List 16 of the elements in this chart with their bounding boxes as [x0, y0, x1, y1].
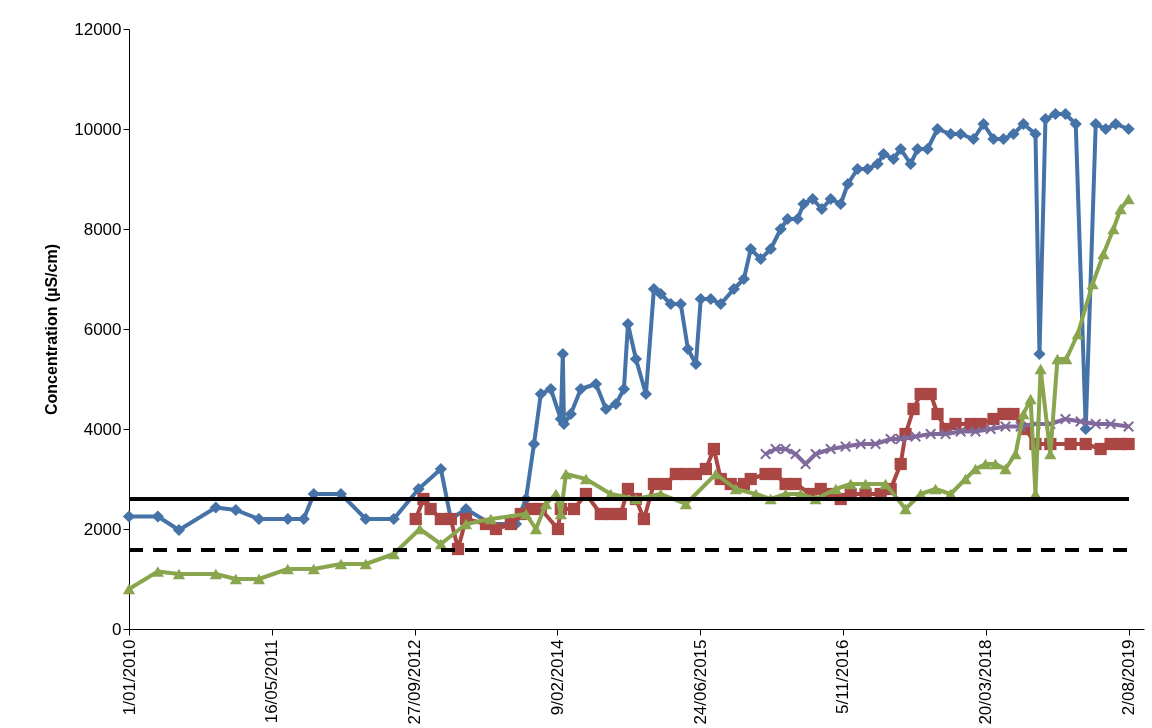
y-tick-label: 0 [112, 619, 122, 639]
y-tick-label: 8000 [83, 219, 122, 239]
x-tick-label: 24/06/2015 [690, 639, 710, 725]
y-tick-label: 4000 [83, 419, 122, 439]
x-tick-label: 2/08/2019 [1119, 639, 1139, 716]
x-tick-label: 1/01/2010 [119, 639, 139, 716]
y-tick-label: 6000 [83, 319, 122, 339]
y-tick-label: 10000 [74, 119, 122, 139]
y-tick-label: 12000 [74, 19, 122, 39]
x-tick-label: 27/09/2012 [405, 639, 425, 725]
x-tick-label: 20/03/2018 [976, 639, 996, 725]
x-tick-label: 9/02/2014 [547, 639, 567, 716]
y-axis-title: Concentration (µS/cm) [43, 243, 61, 416]
x-tick-label: 16/05/2011 [262, 639, 282, 724]
x-tick-label: 5/11/2016 [833, 639, 853, 714]
y-tick-label: 2000 [83, 519, 122, 539]
